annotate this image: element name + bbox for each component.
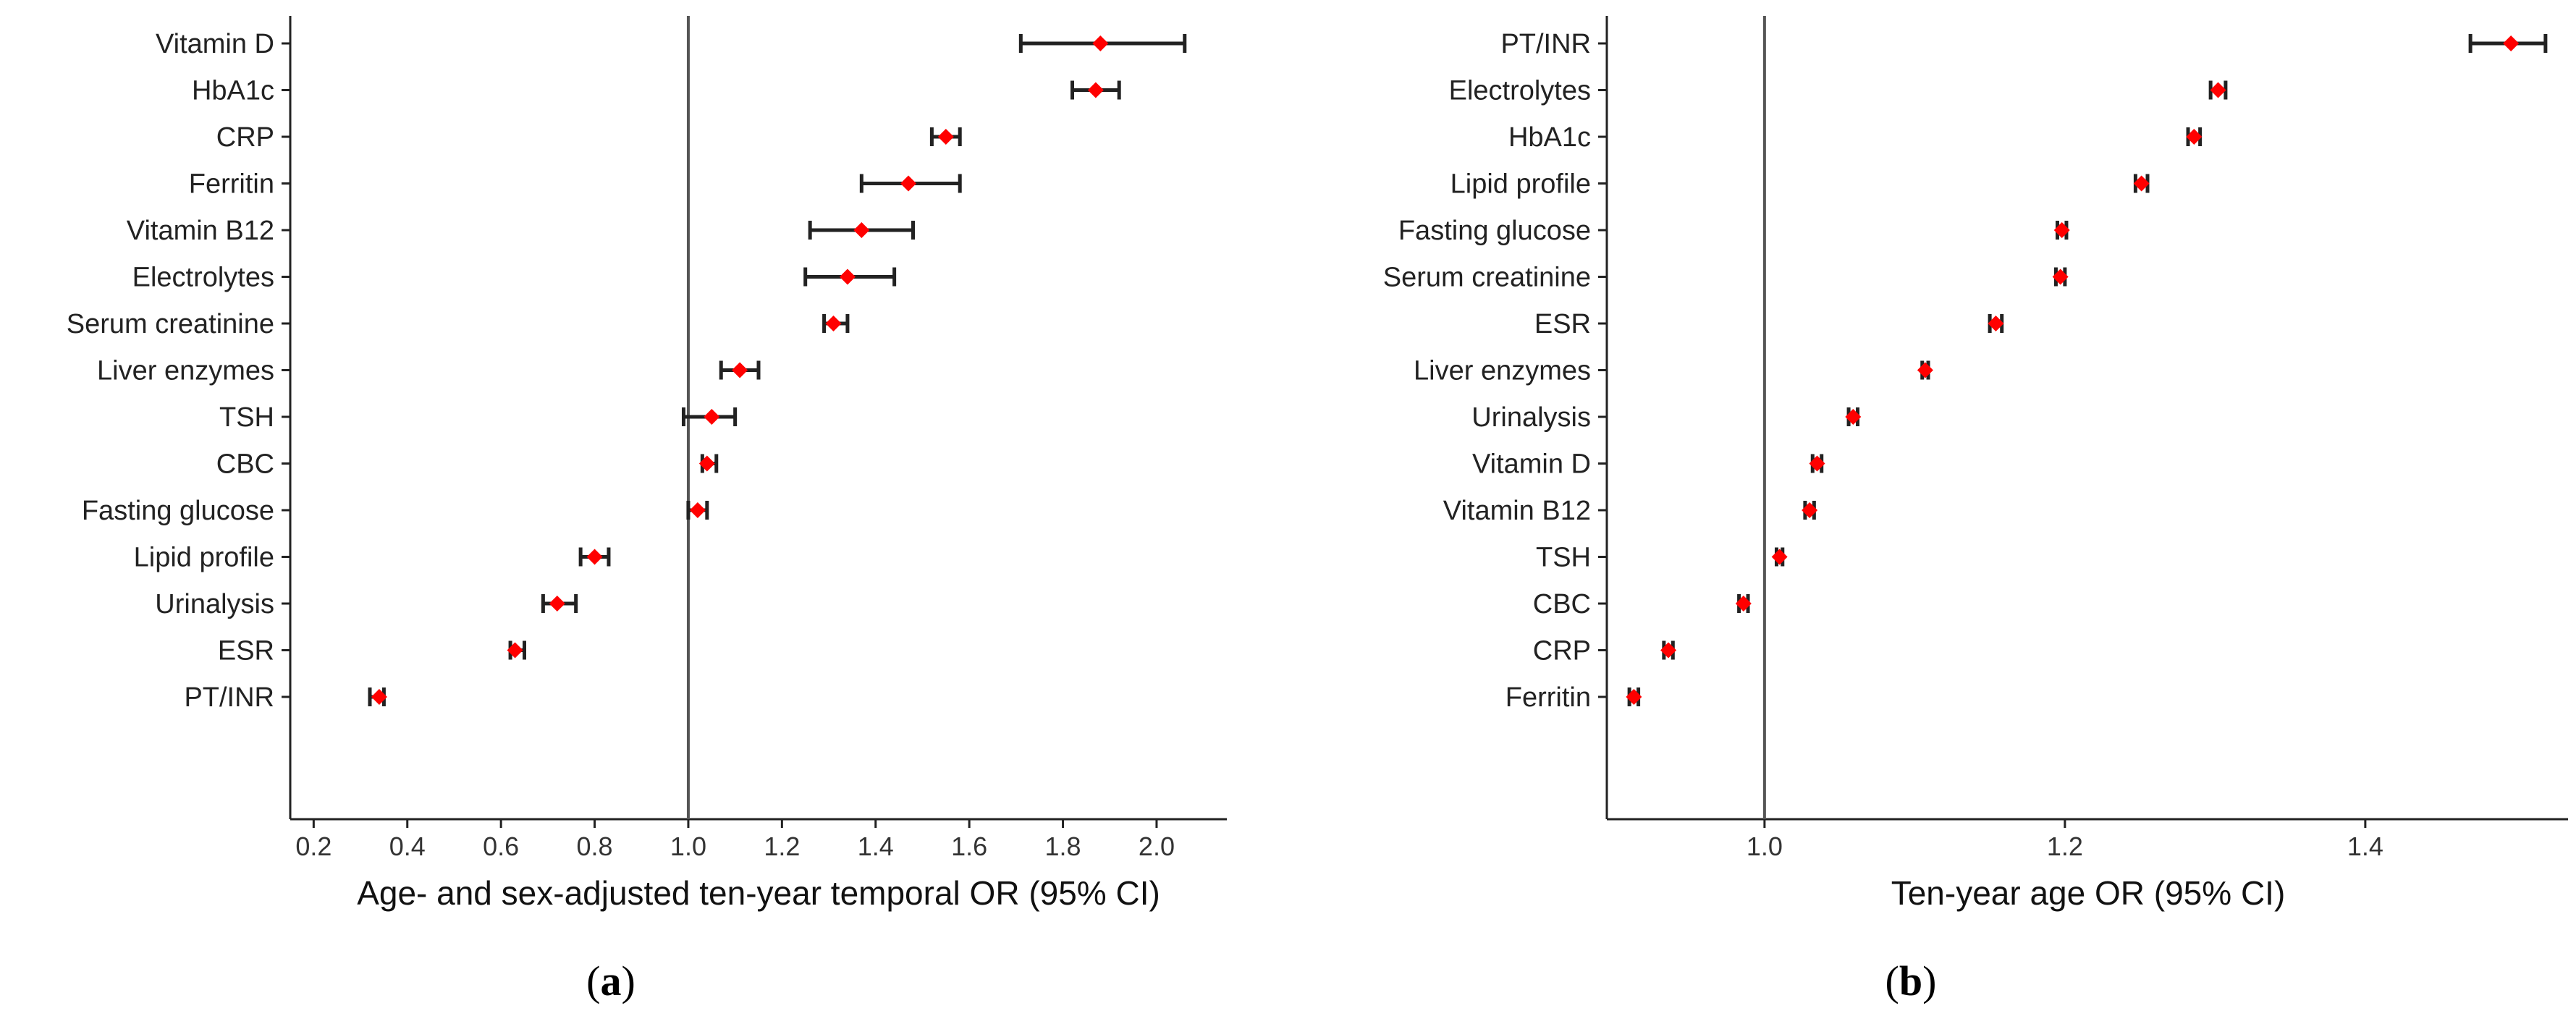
panel-b-y-label-hba1c: HbA1c — [1508, 122, 1591, 153]
panel-a-point-crp — [937, 129, 954, 145]
panel-a-y-label-fasting-glucose: Fasting glucose — [82, 496, 274, 526]
panel-a-x-tick-label: 1.8 — [1045, 832, 1081, 861]
panel-a: Vitamin D HbA1c CRP Ferritin Vitamin B12 Elec… — [67, 16, 1227, 1004]
panel-b-x-tick-label: 1.4 — [2347, 832, 2383, 861]
panel-b-y-label-fasting-glucose: Fasting glucose — [1398, 216, 1591, 246]
panel-a-y-label-esr: ESR — [218, 636, 274, 667]
panel-b-point-esr — [1988, 316, 2004, 331]
panel-a-y-label-ferritin: Ferritin — [189, 169, 274, 200]
panel-a-x-tick-label: 2.0 — [1139, 832, 1175, 861]
panel-a-y-label-serum-creatinine: Serum creatinine — [67, 309, 274, 339]
panel-b-label-letter: b — [1899, 957, 1922, 1004]
panel-a-point-esr — [507, 642, 523, 659]
panel-a-y-label-pt-inr: PT/INR — [184, 682, 274, 713]
panel-b: PT/INR Electrolytes HbA1c Lipid profile Fast… — [1383, 16, 2568, 1004]
panel-b-point-liver-enzymes — [1917, 362, 1933, 378]
panel-b-point-hba1c — [2186, 129, 2203, 145]
panel-a-x-tick-label: 1.2 — [764, 832, 800, 861]
panel-a-point-ferritin — [900, 175, 917, 192]
panel-b-x-axis-title: Ten-year age OR (95% CI) — [1891, 874, 2286, 912]
panel-a-point-hba1c — [1087, 82, 1104, 98]
panel-b-x-tick-label: 1.0 — [1747, 832, 1783, 861]
panel-b-point-urinalysis — [1845, 409, 1862, 425]
panel-b-point-fasting-glucose — [2053, 222, 2070, 238]
panel-b-label: (b) — [1885, 957, 1937, 1004]
panel-a-y-label-cbc: CBC — [216, 449, 274, 480]
panel-b-y-label-liver-enzymes: Liver enzymes — [1414, 356, 1591, 386]
panel-a-point-urinalysis — [549, 596, 565, 612]
panel-b-y-label-pt-inr: PT/INR — [1500, 29, 1591, 59]
panel-b-x-tick-label: 1.2 — [2047, 832, 2083, 861]
panel-a-point-tsh — [704, 409, 720, 425]
panel-b-y-label-electrolytes: Electrolytes — [1449, 76, 1591, 106]
panel-a-marks — [368, 34, 1187, 706]
panel-a-point-liver-enzymes — [732, 362, 748, 378]
panel-a-y-label-hba1c: HbA1c — [192, 76, 274, 106]
panel-a-y-label-lipid-profile: Lipid profile — [134, 543, 274, 573]
panel-a-point-pt-inr — [371, 689, 387, 705]
panel-a-y-label-crp: CRP — [216, 122, 274, 153]
panel-b-marks — [1626, 34, 2548, 706]
panel-b-point-lipid-profile — [2133, 175, 2150, 192]
panel-b-y-label-esr: ESR — [1534, 309, 1591, 339]
panel-a-y-label-liver-enzymes: Liver enzymes — [97, 356, 274, 386]
panel-a-label: (a) — [586, 957, 635, 1004]
panel-a-x-ticks: 0.2 0.4 0.6 0.8 1.0 1.2 1.4 1.6 1.8 2.0 — [295, 819, 1175, 861]
panel-b-y-label-crp: CRP — [1533, 636, 1591, 667]
panel-b-y-label-tsh: TSH — [1536, 543, 1591, 573]
panel-a-y-label-tsh: TSH — [219, 402, 274, 433]
panel-a-point-serum-creatinine — [825, 316, 842, 331]
panel-a-x-tick-label: 1.4 — [858, 832, 894, 861]
panel-b-y-label-serum-creatinine: Serum creatinine — [1383, 263, 1591, 293]
panel-a-point-electrolytes — [839, 268, 856, 285]
panel-a-y-label-vitamin-b12: Vitamin B12 — [127, 216, 274, 246]
panel-a-x-tick-label: 0.4 — [389, 832, 426, 861]
panel-b-y-label-vitamin-d: Vitamin D — [1472, 449, 1591, 480]
panel-a-y-label-vitamin-d: Vitamin D — [156, 29, 274, 59]
panel-b-y-label-urinalysis: Urinalysis — [1471, 402, 1591, 433]
panel-a-x-tick-label: 0.8 — [577, 832, 613, 861]
panel-b-point-pt-inr — [2503, 35, 2520, 51]
panel-a-point-fasting-glucose — [689, 502, 706, 518]
panel-a-x-tick-label: 1.6 — [951, 832, 987, 861]
panel-b-y-ticks: PT/INR Electrolytes HbA1c Lipid profile Fast… — [1383, 29, 1607, 713]
panel-a-x-tick-label: 0.2 — [295, 832, 331, 861]
panel-a-label-letter: a — [601, 957, 622, 1004]
panel-a-point-vitamin-d — [1092, 35, 1109, 51]
panel-b-point-crp — [1660, 642, 1677, 659]
panel-b-point-ferritin — [1626, 689, 1642, 705]
panel-a-point-lipid-profile — [586, 549, 603, 565]
panel-a-point-vitamin-b12 — [853, 222, 870, 238]
panel-b-point-cbc — [1735, 596, 1752, 612]
panel-a-x-tick-label: 0.6 — [483, 832, 519, 861]
panel-a-x-tick-label: 1.0 — [670, 832, 706, 861]
panel-a-y-label-urinalysis: Urinalysis — [155, 589, 274, 619]
panel-a-y-label-electrolytes: Electrolytes — [132, 263, 274, 293]
panel-b-y-label-lipid-profile: Lipid profile — [1450, 169, 1591, 200]
panel-b-y-label-ferritin: Ferritin — [1506, 682, 1591, 713]
panel-b-point-vitamin-d — [1809, 455, 1825, 472]
panel-b-point-tsh — [1771, 549, 1788, 565]
panel-b-point-serum-creatinine — [2052, 268, 2069, 285]
panel-b-x-ticks: 1.0 1.2 1.4 — [1747, 819, 2383, 861]
panel-a-y-ticks: Vitamin D HbA1c CRP Ferritin Vitamin B12 Elec… — [67, 29, 290, 713]
panel-a-point-cbc — [698, 455, 715, 472]
panel-b-y-label-cbc: CBC — [1533, 589, 1591, 619]
panel-b-point-vitamin-b12 — [1802, 502, 1818, 518]
panel-a-x-axis-title: Age- and sex-adjusted ten-year temporal … — [357, 874, 1160, 912]
panel-b-y-label-vitamin-b12: Vitamin B12 — [1443, 496, 1591, 526]
panel-b-point-electrolytes — [2210, 82, 2226, 98]
